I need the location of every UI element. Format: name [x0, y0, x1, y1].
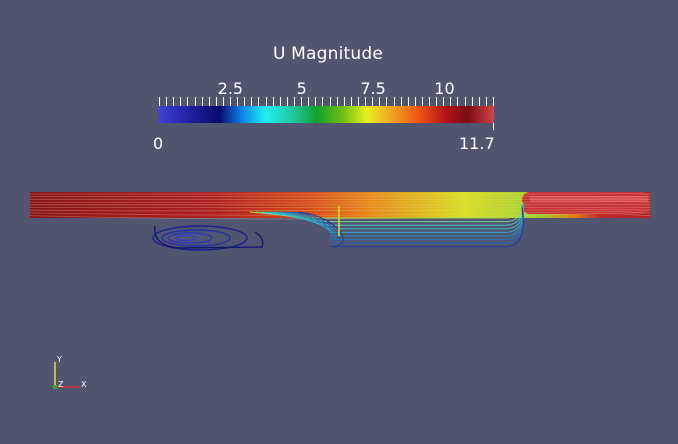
recirculation-vortex	[152, 225, 264, 251]
channel-streamline	[29, 210, 651, 216]
colorbar-tick-label: 10	[434, 79, 455, 98]
colorbar-title: U Magnitude	[272, 44, 384, 64]
channel-streamline	[29, 208, 651, 212]
channel-streamline	[29, 212, 651, 220]
lower-streamlines	[249, 201, 524, 248]
colorbar-tick-label: 7.5	[360, 79, 386, 98]
colorbar-tick-label: 5	[296, 79, 307, 98]
y-axis-label: Y	[57, 355, 62, 364]
x-axis-label: X	[81, 380, 87, 389]
z-axis-label: Z	[58, 380, 64, 389]
lower-streamline	[273, 205, 524, 233]
colorbar-ticks	[159, 97, 494, 106]
channel-streamlines	[29, 193, 651, 220]
lower-streamline	[297, 208, 524, 248]
colorbar-tick-label: 2.5	[217, 79, 244, 98]
z-axis-marker	[53, 385, 57, 389]
colorbar-max-label: 11.7	[459, 134, 495, 153]
colorbar-min-label: 0	[153, 134, 164, 153]
colorbar-gradient	[159, 106, 494, 123]
